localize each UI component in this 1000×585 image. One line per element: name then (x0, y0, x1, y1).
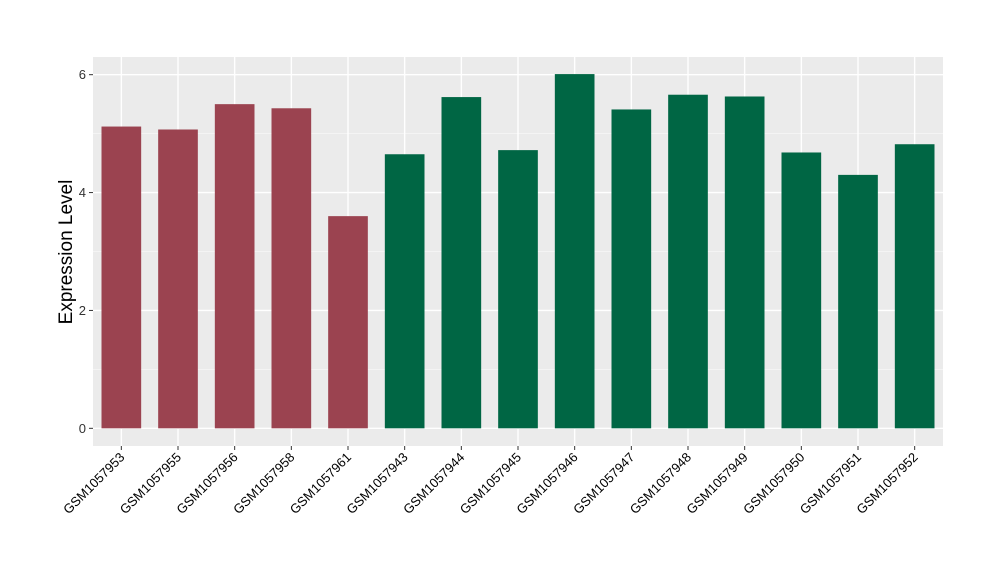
y-axis: 0 2 4 6 (79, 67, 93, 436)
bar-GSM1057943 (384, 154, 425, 429)
bar-GSM1057951 (838, 174, 878, 429)
bar-GSM1057947 (611, 109, 652, 429)
bar-GSM1057952 (894, 144, 935, 429)
y-tick-label: 2 (79, 303, 86, 318)
bar-GSM1057946 (554, 74, 595, 429)
x-axis: GSM1057953GSM1057955GSM1057956GSM1057958… (60, 446, 921, 517)
bars (101, 74, 935, 429)
bar-GSM1057953 (101, 126, 142, 429)
bar-GSM1057945 (498, 150, 538, 429)
bar-GSM1057956 (214, 104, 255, 429)
bar-GSM1057955 (158, 129, 198, 429)
y-tick-label: 4 (79, 185, 86, 200)
bar-GSM1057958 (271, 108, 312, 429)
y-axis-title: Expression Level (56, 180, 77, 325)
y-tick-label: 6 (79, 67, 86, 82)
bar-GSM1057950 (781, 152, 822, 429)
bar-GSM1057961 (328, 216, 368, 429)
bar-GSM1057948 (668, 94, 708, 429)
y-tick-label: 0 (79, 421, 86, 436)
bar-GSM1057944 (441, 97, 482, 429)
bar-GSM1057949 (724, 96, 765, 429)
